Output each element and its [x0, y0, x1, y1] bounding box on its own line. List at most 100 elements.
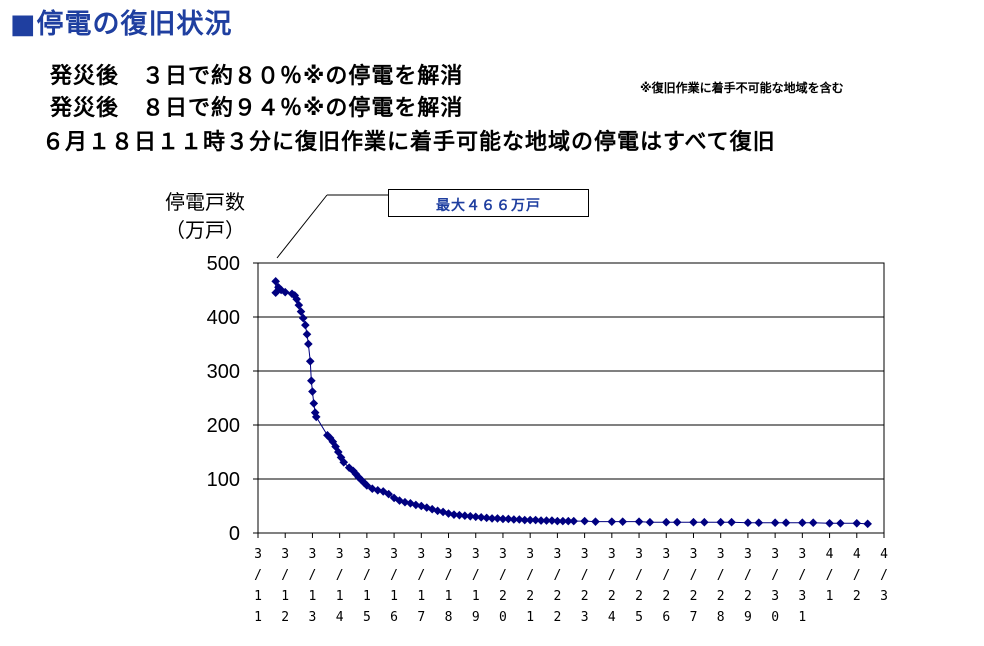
data-point	[271, 288, 280, 298]
data-point	[411, 500, 421, 510]
max-annotation-box: 最大４６６万戸	[388, 189, 589, 217]
data-point	[449, 510, 459, 519]
data-point	[770, 518, 780, 528]
x-tick-label: 3/1 9	[472, 547, 480, 625]
data-point	[311, 412, 321, 422]
y-tick-label: 400	[207, 307, 240, 329]
x-tick-label: 4/2	[853, 547, 861, 604]
data-point	[700, 517, 709, 527]
data-point	[331, 442, 340, 451]
data-point	[672, 517, 682, 527]
x-tick-label: 3/1 7	[417, 547, 425, 625]
x-tick-label: 3/3 1	[798, 547, 806, 625]
summary-line-3: ６月１８日１１時３分に復旧作業に着手可能な地域の停電はすべて復旧	[42, 130, 776, 155]
x-tick-label: 3/1 4	[336, 547, 344, 625]
data-point	[465, 511, 475, 521]
data-point	[580, 516, 589, 526]
data-point	[808, 518, 818, 528]
data-point	[305, 356, 315, 366]
data-point	[339, 457, 349, 467]
data-point	[438, 507, 448, 517]
data-point	[455, 510, 464, 520]
x-tick-label: 3/1 5	[363, 547, 371, 625]
y-tick-label: 300	[207, 361, 240, 383]
data-point	[476, 513, 486, 522]
data-point	[308, 387, 317, 396]
x-tick-label: 3/2 0	[499, 547, 507, 625]
data-point	[514, 515, 524, 524]
x-tick-label: 3/1 1	[254, 547, 262, 625]
data-point	[754, 518, 764, 528]
x-tick-label: 3/1 3	[309, 547, 317, 625]
data-point	[292, 294, 301, 304]
footnote: ※復旧作業に着手不可能な地域を含む	[640, 81, 844, 95]
data-point	[280, 287, 290, 297]
data-point	[504, 514, 513, 524]
data-point	[645, 517, 655, 527]
y-tick-label: 500	[207, 253, 240, 275]
data-point	[798, 518, 807, 528]
y-tick-label: 200	[207, 415, 240, 437]
data-point	[444, 509, 453, 518]
data-point	[373, 486, 383, 495]
x-tick-label: 3/2 4	[608, 547, 616, 625]
plot-area	[257, 262, 885, 534]
data-point	[294, 300, 304, 310]
callout-leader	[276, 194, 328, 259]
x-tick-label: 4/3	[880, 547, 888, 604]
data-point	[607, 517, 617, 526]
data-point	[618, 517, 628, 526]
data-point	[271, 277, 280, 286]
x-tick-label: 4/1	[826, 547, 834, 604]
data-point	[863, 519, 872, 529]
summary-line-2: 発災後 ８日で約９４％※の停電を解消	[50, 96, 464, 121]
data-point	[344, 463, 354, 472]
x-tick-label: 3/1 6	[390, 547, 398, 625]
data-point	[471, 512, 481, 522]
data-point	[298, 313, 308, 323]
data-point	[661, 517, 671, 527]
y-axis-label: （万戸）	[165, 218, 245, 242]
data-point	[743, 518, 753, 528]
data-point	[309, 399, 319, 408]
x-tick-label: 3/2 3	[581, 547, 589, 625]
data-point	[493, 514, 502, 523]
data-point	[727, 517, 736, 527]
data-point	[362, 481, 372, 490]
x-tick-label: 3/2 9	[744, 547, 752, 625]
data-point	[395, 496, 404, 505]
x-tick-label: 3/2 1	[526, 547, 534, 625]
x-tick-label: 3/3 0	[771, 547, 779, 625]
x-tick-label: 3/2 6	[662, 547, 670, 625]
data-point	[304, 339, 313, 349]
y-tick-label: 100	[207, 469, 240, 491]
x-tick-label: 3/2 2	[553, 547, 561, 625]
data-point	[384, 489, 393, 499]
data-point	[301, 320, 310, 330]
data-point	[400, 497, 410, 507]
x-tick-label: 3/1 2	[281, 547, 289, 625]
data-point	[482, 513, 491, 523]
data-point	[296, 307, 306, 316]
data-point	[307, 376, 316, 386]
data-point	[433, 506, 442, 516]
max-annotation-text: 最大４６６万戸	[436, 198, 541, 214]
data-point	[825, 518, 834, 528]
y-tick-label: 0	[229, 523, 240, 545]
data-point	[531, 515, 540, 525]
x-tick-label: 3/2 5	[635, 547, 643, 625]
data-point	[333, 447, 343, 457]
data-point	[836, 518, 845, 528]
y-axis-label: 停電戸数	[165, 190, 245, 214]
data-point	[781, 518, 791, 528]
data-point	[460, 511, 470, 521]
data-point	[406, 498, 415, 508]
data-point	[591, 517, 600, 526]
page-title: ■停電の復旧状況	[10, 9, 233, 40]
data-point	[378, 487, 388, 496]
data-point	[634, 517, 644, 526]
data-point	[716, 517, 726, 527]
summary-line-1: 発災後 ３日で約８０％※の停電を解消	[50, 64, 464, 89]
